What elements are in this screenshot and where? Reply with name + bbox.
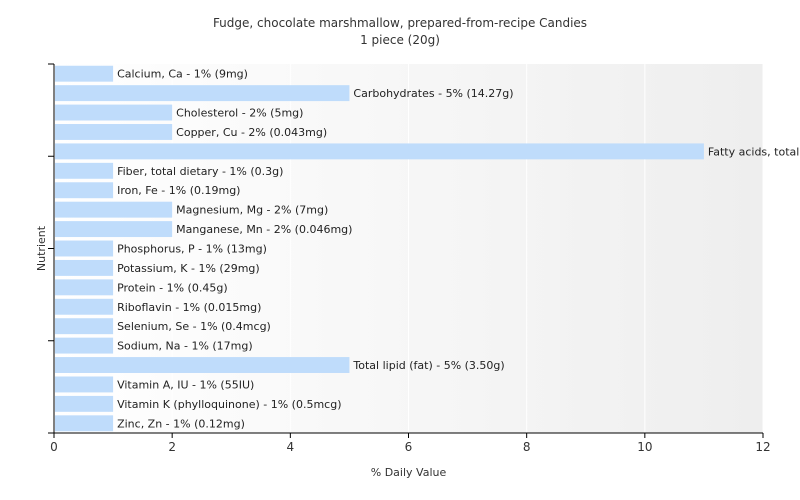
bar	[55, 162, 114, 179]
bar-label: Protein - 1% (0.45g)	[117, 281, 228, 294]
bar	[55, 298, 114, 315]
bar	[55, 124, 173, 140]
bar-label: Sodium, Na - 1% (17mg)	[117, 340, 253, 353]
bar-label: Manganese, Mn - 2% (0.046mg)	[176, 223, 352, 236]
x-tick-label: 4	[287, 440, 295, 454]
bar-label: Iron, Fe - 1% (0.19mg)	[117, 184, 240, 197]
x-tick-label: 6	[405, 440, 413, 454]
bar	[55, 337, 114, 354]
bar-label: Phosphorus, P - 1% (13mg)	[117, 243, 267, 256]
bar-label: Fiber, total dietary - 1% (0.3g)	[117, 165, 283, 178]
y-axis-title: Nutrient	[35, 225, 48, 271]
bar-label: Fatty acids, total saturated - 11% (2.13…	[708, 145, 800, 158]
bar	[55, 279, 114, 296]
bar-label: Total lipid (fat) - 5% (3.50g)	[352, 359, 504, 372]
bar	[55, 221, 173, 238]
bar	[55, 85, 350, 102]
bar	[55, 395, 114, 412]
bar	[55, 65, 114, 82]
x-tick-label: 12	[755, 440, 770, 454]
bar	[55, 182, 114, 199]
bar-label: Calcium, Ca - 1% (9mg)	[117, 68, 248, 81]
bar	[55, 318, 114, 335]
bar	[55, 240, 114, 257]
bar-label: Riboflavin - 1% (0.015mg)	[117, 301, 261, 314]
bar	[55, 357, 350, 373]
chart-subtitle: 1 piece (20g)	[360, 33, 440, 47]
x-tick-label: 2	[168, 440, 176, 454]
bar-label: Potassium, K - 1% (29mg)	[117, 262, 260, 275]
bar	[55, 143, 704, 160]
x-axis-title: % Daily Value	[371, 466, 447, 479]
bar-label: Magnesium, Mg - 2% (7mg)	[176, 204, 328, 217]
bar	[55, 104, 173, 121]
bar-label: Carbohydrates - 5% (14.27g)	[353, 87, 513, 100]
bar-label: Cholesterol - 2% (5mg)	[176, 107, 303, 120]
x-tick-label: 10	[637, 440, 652, 454]
bar	[55, 376, 114, 393]
bar-label: Vitamin K (phylloquinone) - 1% (0.5mcg)	[117, 398, 341, 411]
bar-label: Vitamin A, IU - 1% (55IU)	[117, 378, 254, 391]
bar	[55, 259, 114, 276]
bar-label: Copper, Cu - 2% (0.043mg)	[176, 126, 327, 139]
bar	[55, 201, 173, 218]
x-tick-label: 0	[50, 440, 58, 454]
bar-label: Zinc, Zn - 1% (0.12mg)	[117, 417, 245, 430]
x-tick-label: 8	[523, 440, 531, 454]
bar-label: Selenium, Se - 1% (0.4mcg)	[117, 320, 271, 333]
bar	[55, 415, 114, 432]
chart-title: Fudge, chocolate marshmallow, prepared-f…	[212, 16, 588, 30]
